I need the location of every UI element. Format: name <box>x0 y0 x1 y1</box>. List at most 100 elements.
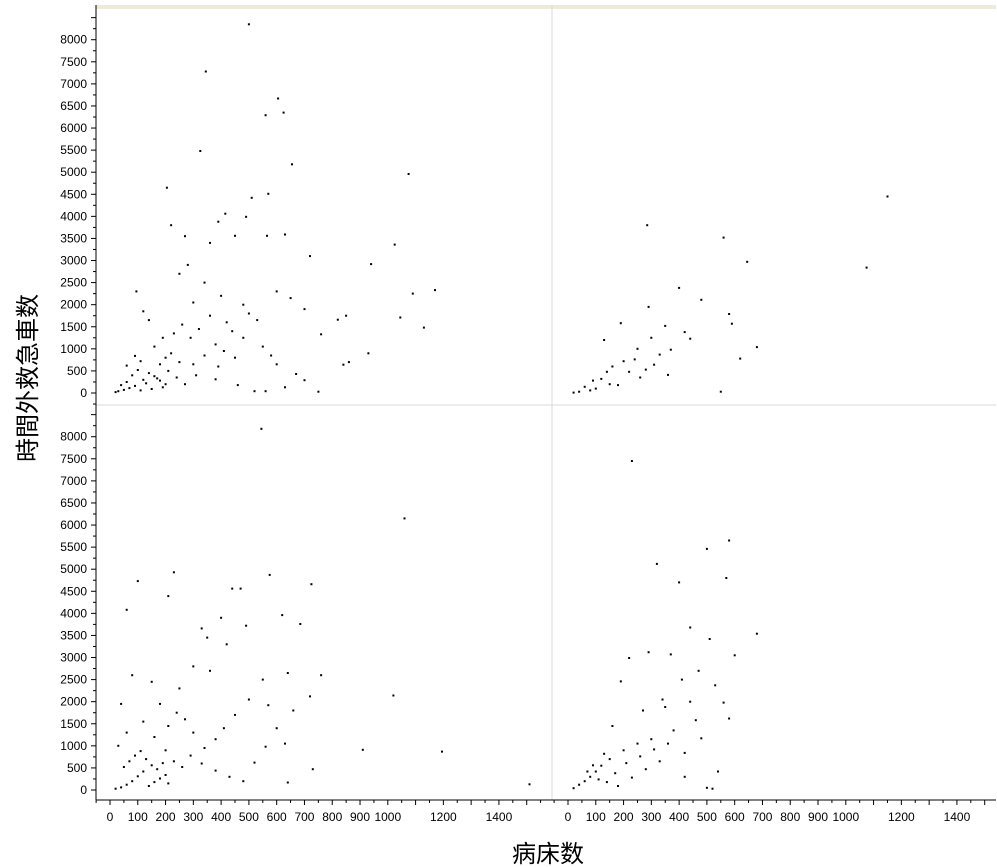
y-tick-label: 1500 <box>60 320 87 334</box>
data-point <box>184 718 186 721</box>
data-point <box>181 323 184 326</box>
data-point <box>150 764 153 767</box>
data-point <box>199 150 202 152</box>
data-point <box>886 195 889 198</box>
data-point <box>392 694 395 697</box>
data-point <box>393 243 396 246</box>
data-point <box>231 587 234 590</box>
data-point <box>719 390 722 393</box>
data-point <box>636 742 639 745</box>
data-point <box>253 390 256 393</box>
y-tick-label: 8000 <box>60 33 87 47</box>
data-point <box>224 212 227 215</box>
data-point <box>286 781 289 784</box>
y-tick-label: 1000 <box>60 739 87 753</box>
data-point <box>714 684 717 687</box>
data-point <box>653 363 656 366</box>
data-point <box>234 234 236 237</box>
data-point <box>247 698 250 701</box>
y-tick-label: 2500 <box>60 276 87 290</box>
y-tick-label: 5000 <box>60 165 87 179</box>
data-point <box>700 737 703 740</box>
data-point <box>282 111 285 114</box>
y-tick-label: 0 <box>80 386 87 400</box>
data-point <box>739 357 742 360</box>
data-point <box>192 301 195 304</box>
data-point <box>628 370 631 373</box>
data-point <box>347 361 350 364</box>
x-tick-label: 0 <box>565 810 572 824</box>
data-point <box>181 766 184 768</box>
y-tick-label: 2500 <box>60 673 87 687</box>
data-point <box>209 241 211 244</box>
data-point <box>170 224 173 227</box>
data-point <box>164 749 167 752</box>
data-point <box>625 762 628 765</box>
data-point <box>728 539 731 542</box>
y-tick-label: 3500 <box>60 231 87 245</box>
data-point <box>120 384 123 387</box>
data-point <box>639 376 642 379</box>
data-point <box>680 678 683 681</box>
data-point <box>708 638 711 640</box>
data-point <box>281 614 284 617</box>
data-point <box>114 391 117 394</box>
data-point <box>361 748 364 751</box>
y-tick-label: 7500 <box>60 452 87 466</box>
data-point <box>755 346 758 349</box>
data-point <box>131 374 134 377</box>
x-tick-label: 500 <box>239 810 259 824</box>
data-point <box>320 333 323 336</box>
y-tick-label: 500 <box>67 761 87 775</box>
data-point <box>658 353 661 356</box>
data-point <box>214 343 217 346</box>
data-point <box>172 760 175 763</box>
data-point <box>755 632 758 635</box>
data-point <box>309 255 311 258</box>
data-point <box>231 330 234 333</box>
data-point <box>264 114 267 117</box>
data-point <box>268 573 271 576</box>
data-point <box>214 769 217 772</box>
x-tick-label: 100 <box>128 810 148 824</box>
data-point <box>664 324 667 327</box>
data-point <box>264 390 267 393</box>
data-point <box>711 787 714 790</box>
data-point <box>200 762 203 765</box>
data-point <box>284 233 286 236</box>
data-point <box>172 571 175 574</box>
data-point <box>167 782 170 785</box>
data-point <box>600 764 603 767</box>
data-point <box>594 770 597 773</box>
data-point <box>614 772 617 775</box>
y-tick-label: 6000 <box>60 121 87 135</box>
data-point <box>594 387 597 390</box>
data-point <box>407 173 410 175</box>
data-point <box>125 608 128 611</box>
data-point <box>245 215 248 218</box>
data-point <box>239 587 242 590</box>
data-point <box>214 738 217 741</box>
x-tick-label: 200 <box>156 810 176 824</box>
data-point <box>135 290 138 293</box>
data-point <box>646 224 649 227</box>
data-point <box>678 286 681 289</box>
data-point <box>145 382 148 385</box>
data-point <box>122 766 125 768</box>
data-point <box>270 354 273 357</box>
y-axis-title: 時間外救急車数 <box>14 294 42 462</box>
y-tick-label: 0 <box>80 783 87 797</box>
data-point <box>722 236 725 239</box>
data-point <box>228 775 231 778</box>
x-tick-label: 1000 <box>832 810 859 824</box>
x-tick-label: 200 <box>614 810 634 824</box>
data-point <box>209 669 211 672</box>
data-point <box>209 314 211 317</box>
data-point <box>633 358 636 361</box>
data-point <box>172 332 175 335</box>
data-point <box>125 364 128 367</box>
data-point <box>142 378 145 381</box>
data-point <box>134 354 136 357</box>
x-tick-label: 400 <box>211 810 231 824</box>
